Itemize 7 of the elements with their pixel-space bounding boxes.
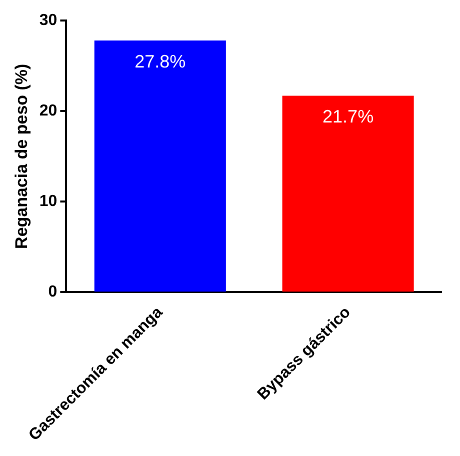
- y-axis-title: Reganacia de peso (%): [12, 64, 31, 249]
- y-tick-label: 0: [48, 284, 58, 301]
- data-label: 21.7%: [322, 106, 374, 127]
- y-tick-label: 30: [39, 12, 58, 30]
- data-label: 27.8%: [134, 51, 186, 72]
- y-tick-label: 20: [39, 102, 58, 120]
- y-tick-label: 10: [39, 193, 58, 210]
